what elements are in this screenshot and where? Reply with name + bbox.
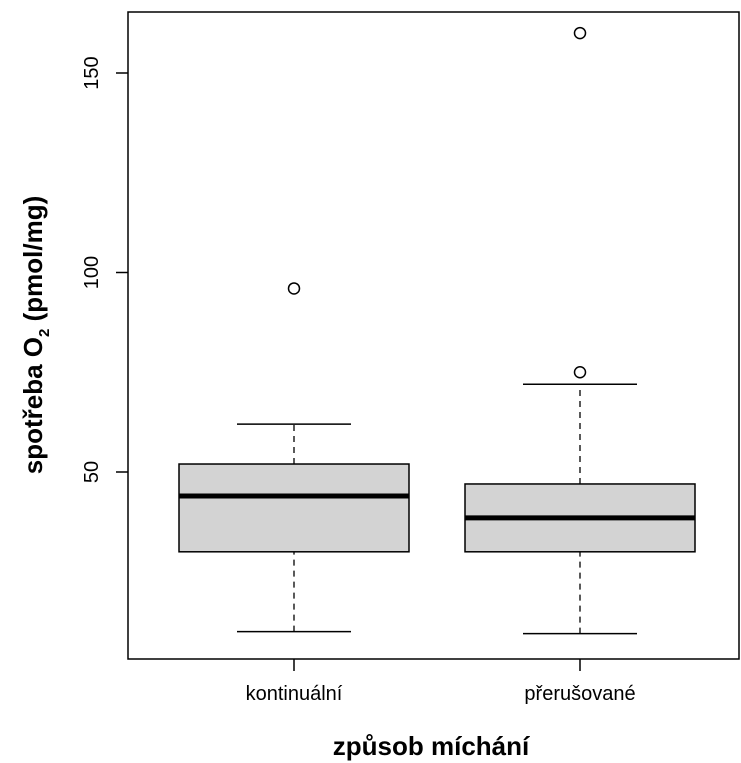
box-1 (178, 282, 410, 633)
y-axis-title-subscript: 2 (36, 329, 53, 337)
y-axis-title-main: spotřeba O (18, 337, 48, 474)
outlier-point (573, 26, 587, 40)
x-axis-title: způsob míchání (333, 731, 530, 761)
x-axis: kontinuální přerušované (246, 659, 636, 705)
x-tick-label: kontinuální (246, 683, 343, 705)
plot-frame (127, 11, 740, 660)
boxes-group (178, 26, 696, 635)
y-axis: 50 100 150 (81, 56, 128, 483)
y-axis-title-units: (pmol/mg) (18, 196, 48, 329)
x-tick-label: přerušované (524, 683, 635, 705)
y-tick-label: 150 (81, 56, 103, 89)
box-2 (464, 26, 696, 635)
y-axis-title: spotřeba O2 (pmol/mg) (18, 196, 53, 474)
outlier-point (287, 282, 301, 295)
y-tick-label: 50 (81, 461, 103, 483)
y-tick-label: 100 (81, 256, 103, 289)
outlier-point (573, 366, 587, 379)
iqr-box (178, 463, 410, 553)
